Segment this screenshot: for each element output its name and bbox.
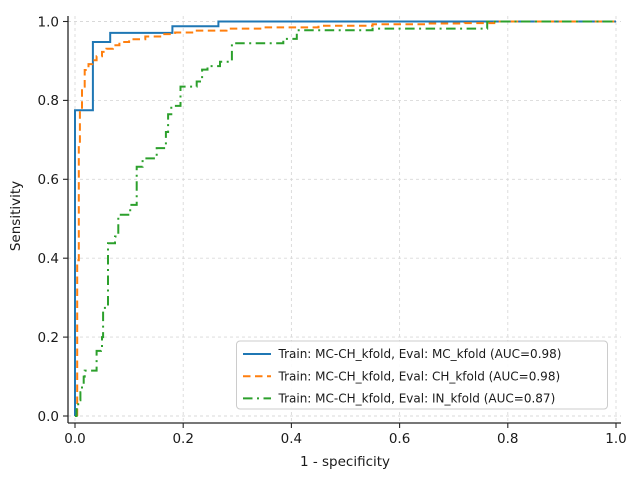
x-tick-label: 0.6 bbox=[389, 431, 410, 447]
roc-curve-mc-kfold bbox=[74, 20, 616, 416]
tick-labels: 0.0 0.2 0.4 0.6 0.8 1.0 0.0 0.2 0.4 0.6 0.8 1.0 bbox=[38, 14, 627, 447]
y-tick-label: 0.0 bbox=[38, 409, 59, 425]
axes bbox=[63, 16, 621, 428]
roc-curves bbox=[74, 20, 616, 417]
x-tick-label: 0.0 bbox=[64, 431, 85, 447]
y-tick-label: 0.6 bbox=[38, 172, 59, 188]
y-tick-label: 0.8 bbox=[38, 93, 59, 109]
legend-item-mc-kfold: Train: MC-CH_kfold, Eval: MC_kfold (AUC=… bbox=[243, 347, 561, 361]
x-tick-label: 0.2 bbox=[172, 431, 193, 447]
x-tick-label: 0.4 bbox=[281, 431, 302, 447]
legend-item-ch-kfold: Train: MC-CH_kfold, Eval: CH_kfold (AUC=… bbox=[243, 369, 560, 383]
x-axis-label: 1 - specificity bbox=[300, 454, 390, 470]
legend-label: Train: MC-CH_kfold, Eval: IN_kfold (AUC=… bbox=[278, 392, 556, 406]
y-tick-label: 0.4 bbox=[38, 251, 59, 267]
legend-label: Train: MC-CH_kfold, Eval: CH_kfold (AUC=… bbox=[278, 369, 561, 383]
roc-curve-in-kfold bbox=[75, 20, 616, 417]
y-tick-label: 1.0 bbox=[38, 14, 59, 30]
legend-item-in-kfold: Train: MC-CH_kfold, Eval: IN_kfold (AUC=… bbox=[243, 392, 555, 406]
roc-curve-ch-kfold bbox=[76, 20, 616, 416]
x-tick-label: 0.8 bbox=[497, 431, 518, 447]
grid-lines bbox=[68, 16, 621, 423]
legend-box bbox=[236, 340, 608, 410]
y-tick-label: 0.2 bbox=[38, 330, 59, 346]
legend-label: Train: MC-CH_kfold, Eval: MC_kfold (AUC=… bbox=[278, 347, 562, 361]
y-axis-label: Sensitivity bbox=[8, 181, 24, 251]
legend: Train: MC-CH_kfold, Eval: MC_kfold (AUC=… bbox=[236, 340, 608, 410]
x-tick-label: 1.0 bbox=[605, 431, 626, 447]
